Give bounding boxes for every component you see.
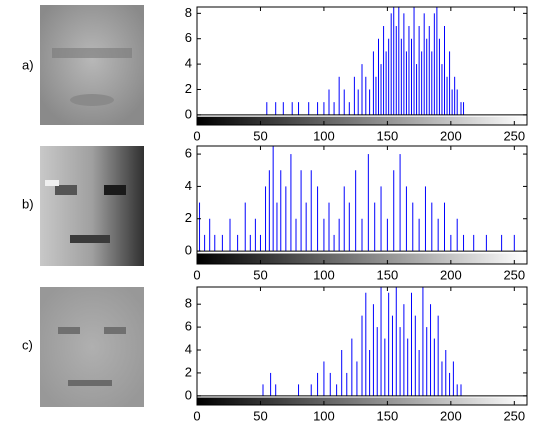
face-image-c — [40, 287, 144, 407]
axes-box — [196, 145, 528, 265]
x-tick-label: 250 — [503, 267, 525, 282]
x-tick-label: 100 — [313, 408, 335, 423]
x-tick-label: 0 — [193, 128, 200, 143]
x-tick-label: 50 — [253, 408, 267, 423]
y-tick-label: 2 — [185, 364, 192, 379]
face-image-b — [40, 146, 144, 266]
panel-label: a) — [22, 57, 34, 72]
axes-box — [196, 286, 528, 406]
stems — [262, 287, 462, 396]
y-tick-label: 0 — [185, 106, 192, 121]
x-tick-label: 150 — [377, 267, 399, 282]
y-tick-label: 8 — [185, 5, 192, 20]
axes-box — [196, 6, 528, 126]
x-tick-label: 250 — [503, 128, 525, 143]
stems — [266, 7, 465, 115]
x-tick-label: 50 — [253, 128, 267, 143]
x-tick-label: 0 — [193, 408, 200, 423]
y-tick-label: 6 — [185, 146, 192, 161]
y-tick-label: 8 — [185, 296, 192, 311]
x-tick-label: 50 — [253, 267, 267, 282]
x-tick-label: 250 — [503, 408, 525, 423]
x-tick-label: 200 — [440, 267, 462, 282]
y-tick-label: 6 — [185, 30, 192, 45]
intensity-bar — [197, 116, 527, 125]
x-tick-label: 200 — [440, 128, 462, 143]
x-tick-label: 100 — [313, 128, 335, 143]
panel-label: c) — [22, 337, 33, 352]
y-tick-label: 0 — [185, 387, 192, 402]
y-tick-label: 4 — [185, 341, 192, 356]
intensity-bar — [197, 397, 527, 405]
x-tick-label: 150 — [377, 408, 399, 423]
x-tick-label: 200 — [440, 408, 462, 423]
y-tick-label: 2 — [185, 210, 192, 225]
x-tick-label: 150 — [377, 128, 399, 143]
x-tick-label: 100 — [313, 267, 335, 282]
x-tick-label: 0 — [193, 267, 200, 282]
intensity-bar — [197, 253, 527, 264]
y-tick-label: 4 — [185, 178, 192, 193]
stems — [199, 146, 515, 252]
y-tick-label: 6 — [185, 319, 192, 334]
panel-label: b) — [22, 196, 34, 211]
y-tick-label: 2 — [185, 81, 192, 96]
y-tick-label: 0 — [185, 243, 192, 258]
face-image-a — [40, 5, 144, 125]
y-tick-label: 4 — [185, 56, 192, 71]
